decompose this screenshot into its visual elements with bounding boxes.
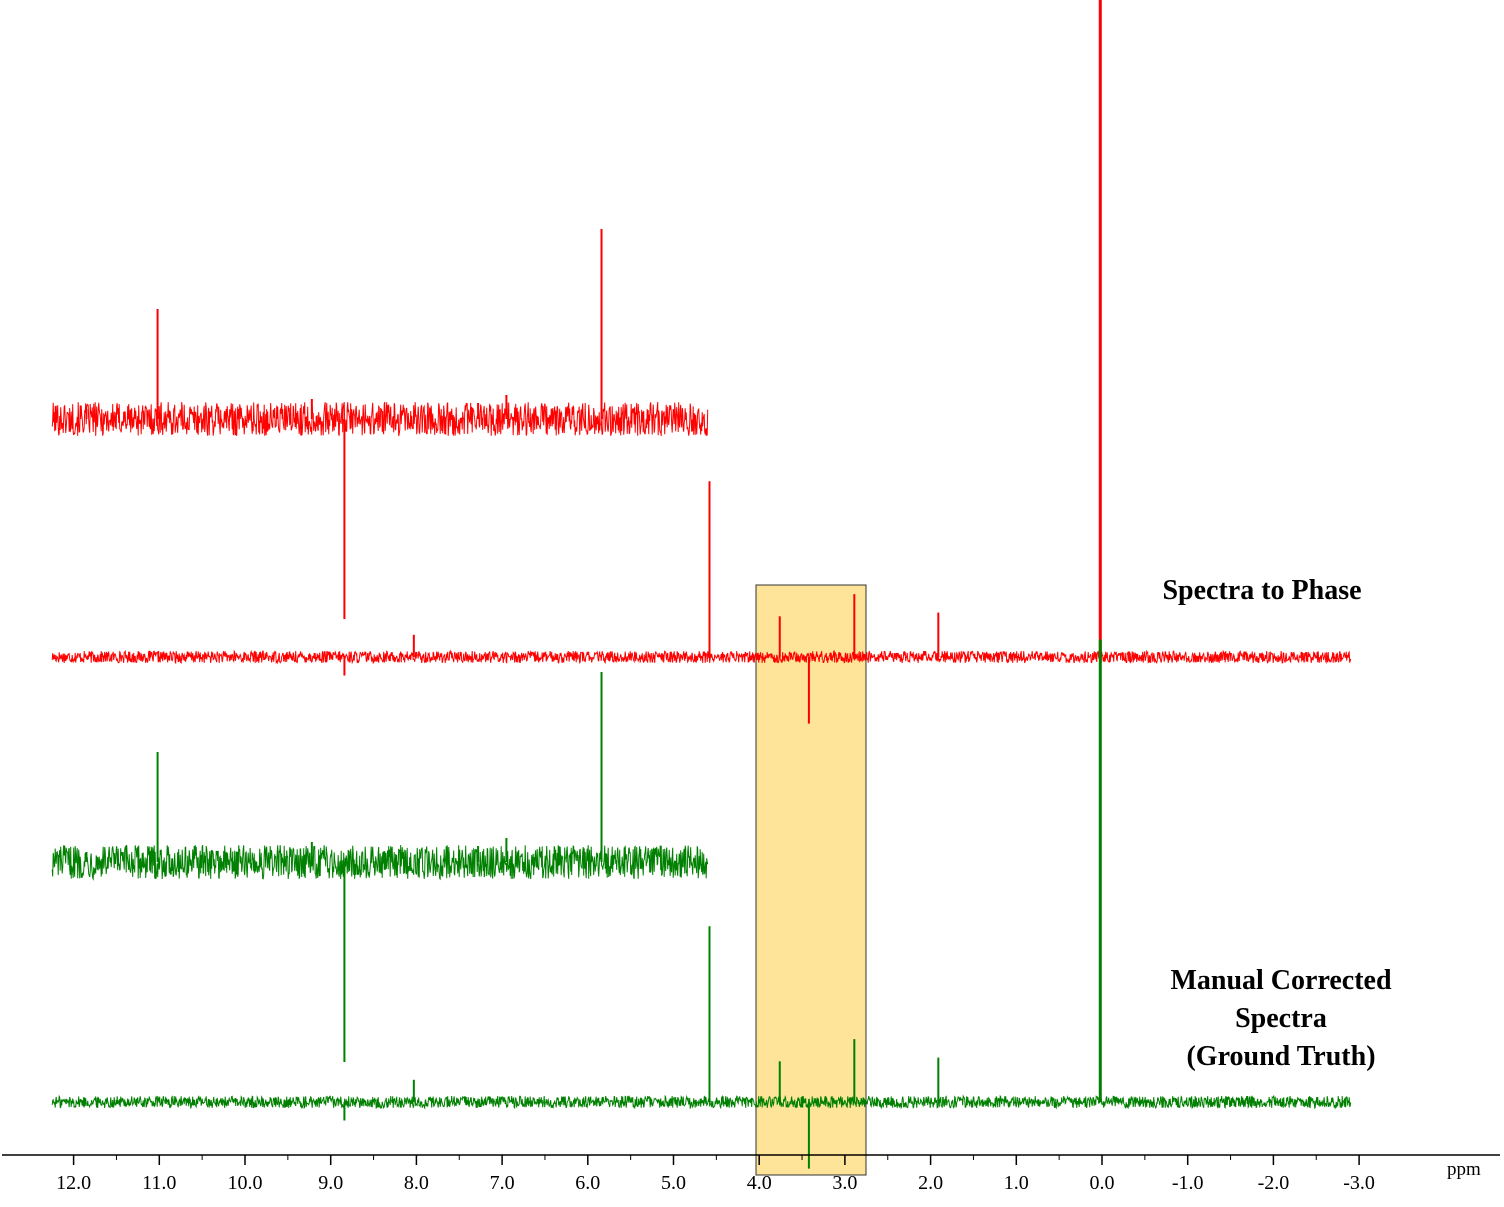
- series-ground-truth: [51, 639, 1352, 1169]
- inset-trace-line: [51, 844, 709, 881]
- x-axis-tick-label: 3.0: [832, 1172, 857, 1194]
- main-trace-line: [51, 649, 1352, 665]
- x-axis-tick-label: 11.0: [142, 1172, 176, 1194]
- annotation-manual-corrected-line1: Manual Corrected: [1170, 965, 1392, 996]
- annotation-manual-corrected-line2: Spectra: [1235, 1003, 1327, 1034]
- x-axis-tick-label: 7.0: [490, 1172, 515, 1194]
- x-axis-tick-label: 6.0: [575, 1172, 600, 1194]
- main-trace-line: [51, 1094, 1352, 1110]
- x-axis-tick-label: 10.0: [228, 1172, 263, 1194]
- x-axis-tick-label: 4.0: [747, 1172, 772, 1194]
- x-axis-tick-label: 12.0: [56, 1172, 91, 1194]
- x-axis-tick-labels: 12.0 11.0 10.0 9.0 8.0 7.0 6.0 5.0 4.0 3.0 2.0 1.0 0…: [56, 1172, 1375, 1194]
- annotation-spectra-to-phase: Spectra to Phase: [1162, 575, 1361, 606]
- x-axis-tick-label: 2.0: [918, 1172, 943, 1194]
- x-axis-tick-label: 9.0: [318, 1172, 343, 1194]
- series-spectra-to-phase: [51, 0, 1352, 724]
- x-axis-tick-label: 8.0: [404, 1172, 429, 1194]
- inset-trace-line: [51, 401, 709, 437]
- x-axis-ticks: [72, 1155, 1360, 1165]
- x-axis-tick-label: 1.0: [1004, 1172, 1029, 1194]
- x-axis-tick-label: -3.0: [1343, 1172, 1375, 1194]
- x-axis-unit-label: ppm: [1447, 1159, 1481, 1180]
- highlight-region: [755, 584, 867, 1176]
- x-axis-tick-label: -1.0: [1172, 1172, 1204, 1194]
- annotation-manual-corrected-line3: (Ground Truth): [1186, 1041, 1375, 1072]
- x-axis-tick-label: 5.0: [661, 1172, 686, 1194]
- spectra-traces: [51, 0, 1352, 1169]
- x-axis-tick-label: -2.0: [1258, 1172, 1290, 1194]
- x-axis-tick-label: 0.0: [1090, 1172, 1115, 1194]
